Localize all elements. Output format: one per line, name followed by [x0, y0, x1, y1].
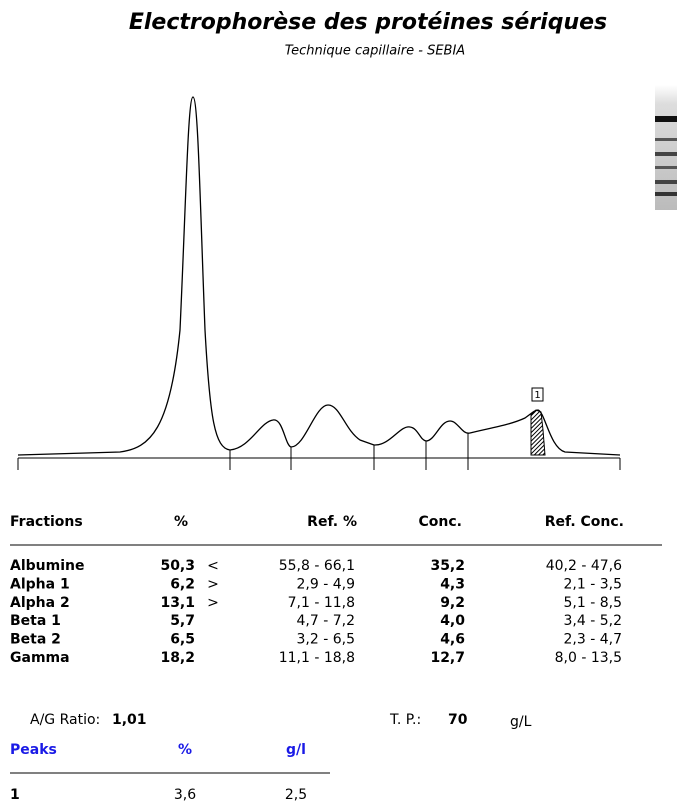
cell: 6,2	[170, 576, 195, 592]
cell: 2,1 - 3,5	[564, 576, 622, 592]
column-header: Fractions	[10, 514, 83, 530]
cell: 40,2 - 47,6	[546, 558, 622, 574]
column-header: Ref. Conc.	[545, 514, 624, 530]
cell: 35,2	[430, 558, 465, 574]
cell: 18,2	[160, 650, 195, 666]
cell: 2,3 - 4,7	[564, 632, 622, 648]
cell: 9,2	[440, 595, 465, 611]
peaks-header: %	[178, 742, 192, 758]
report: Electrophorèse des protéines sériques Te…	[0, 0, 677, 803]
tp-unit: g/L	[510, 714, 532, 730]
cell: Alpha 1	[10, 576, 70, 592]
peak-cell: 2,5	[285, 787, 307, 803]
cell: 8,0 - 13,5	[555, 650, 622, 666]
body: Electrophorèse des protéines sériques Te…	[0, 0, 677, 803]
tp-value: 70	[448, 712, 468, 728]
cell: 12,7	[430, 650, 465, 666]
cell: Gamma	[10, 650, 70, 666]
cell: Alpha 2	[10, 595, 70, 611]
cell: Beta 2	[10, 632, 61, 648]
cell: 4,3	[440, 576, 465, 592]
tp-label: T. P.:	[389, 712, 421, 728]
peaks-header: Peaks	[10, 742, 57, 758]
cell: 2,9 - 4,9	[297, 576, 355, 592]
subtitle: Technique capillaire - SEBIA	[285, 44, 465, 59]
cell: 13,1	[160, 595, 195, 611]
column-header: %	[174, 514, 188, 530]
cell: Albumine	[10, 558, 84, 574]
cell: 4,7 - 7,2	[297, 613, 355, 629]
cell: <	[207, 558, 219, 574]
cell: 50,3	[160, 558, 195, 574]
cell: 5,7	[170, 613, 195, 629]
cell: 55,8 - 66,1	[279, 558, 355, 574]
cell: >	[207, 576, 219, 592]
electrophoresis-curve	[18, 97, 620, 470]
peak-cell: 1	[10, 787, 20, 803]
peak-marker: 1	[534, 390, 540, 401]
column-header: Conc.	[419, 514, 462, 530]
column-header: Ref. %	[307, 514, 357, 530]
cell: 7,1 - 11,8	[288, 595, 355, 611]
gel-strip	[655, 85, 677, 210]
cell: 3,4 - 5,2	[564, 613, 622, 629]
cell: 11,1 - 18,8	[279, 650, 355, 666]
page: Electrophorèse {"header": {"title": "Ele…	[0, 0, 677, 803]
cell: 4,0	[440, 613, 465, 629]
cell: 4,6	[440, 632, 465, 648]
cell: 3,2 - 6,5	[297, 632, 355, 648]
ag-value: 1,01	[112, 712, 147, 728]
cell: 5,1 - 8,5	[564, 595, 622, 611]
cell: 6,5	[170, 632, 195, 648]
ag-label: A/G Ratio:	[30, 712, 100, 728]
title: Electrophorèse des protéines sériques	[129, 10, 607, 35]
cell: >	[207, 595, 219, 611]
cell: Beta 1	[10, 613, 61, 629]
peak-cell: 3,6	[174, 787, 196, 803]
peaks-header: g/l	[286, 742, 306, 758]
